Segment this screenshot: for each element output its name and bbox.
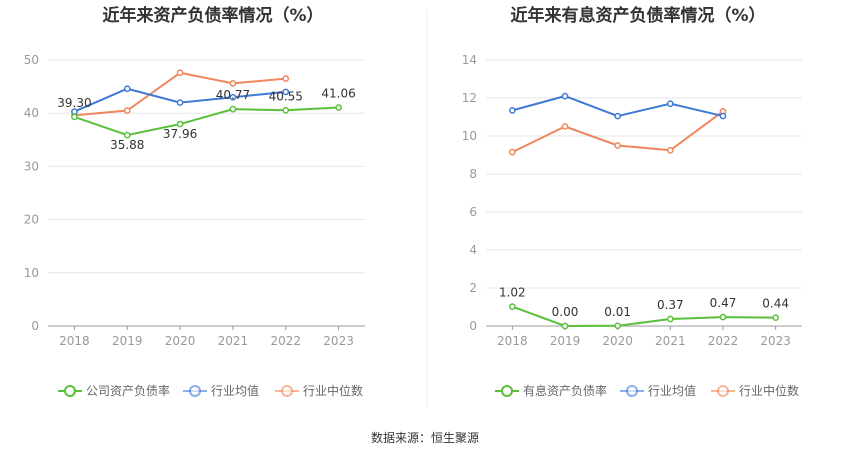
- data-label: 0.37: [657, 298, 684, 312]
- data-label: 39.30: [57, 96, 91, 110]
- x-tick-label: 2020: [602, 334, 633, 348]
- data-point-industry_avg: [123, 85, 131, 93]
- data-point-industry_avg: [508, 107, 516, 114]
- chart-panel-2: 近年来有息资产负债率情况（%） 0 2 4 6 8 10 12 14 2018 2019 2020 20…: [462, 5, 802, 398]
- series-line-company: [74, 106, 339, 137]
- data-label: 37.96: [163, 127, 197, 141]
- y-tick-label: 2: [469, 281, 477, 295]
- data-point-industry_median: [561, 123, 569, 130]
- data-point-company: [229, 105, 237, 113]
- data-label: 41.06: [321, 87, 355, 101]
- data-label: 0.44: [762, 297, 789, 311]
- data-label: 1.02: [499, 286, 526, 300]
- y-tick-label: 0: [469, 319, 477, 333]
- data-point-industry_avg: [282, 88, 290, 96]
- data-point-industry_median: [176, 69, 184, 77]
- x-tick-label: 2020: [165, 334, 196, 348]
- y-tick-label: 6: [469, 205, 477, 219]
- series-line-company: [511, 305, 776, 328]
- data-point-industry_median: [508, 148, 516, 156]
- data-point-company: [71, 113, 78, 121]
- legend-item-industry_avg[interactable]: 行业均值: [620, 383, 696, 398]
- y-tick-label: 10: [24, 266, 39, 280]
- data-point-industry_median: [282, 75, 290, 82]
- legend-label: 行业均值: [648, 383, 696, 398]
- legend-marker-icon: [64, 385, 76, 397]
- y-tick-label: 40: [24, 106, 39, 120]
- y-tick-label: 14: [462, 53, 477, 67]
- data-label: 0.00: [552, 305, 579, 319]
- y-tick-label: 8: [469, 167, 477, 181]
- data-point-company: [176, 120, 184, 128]
- data-point-company: [772, 314, 780, 321]
- legend-item-industry_avg[interactable]: 行业均值: [183, 383, 259, 398]
- x-tick-label: 2019: [550, 334, 581, 348]
- y-tick-label: 4: [469, 243, 477, 257]
- x-tick-label: 2021: [655, 334, 686, 348]
- data-point-company: [335, 104, 342, 111]
- chart-title: 近年来资产负债率情况（%）: [102, 5, 323, 26]
- y-tick-label: 0: [31, 319, 39, 333]
- y-tick-label: 50: [24, 53, 39, 67]
- x-tick-label: 2021: [218, 334, 249, 348]
- legend-label: 行业中位数: [739, 383, 799, 398]
- data-point-industry_avg: [561, 92, 569, 100]
- legend-marker-icon: [717, 385, 729, 397]
- x-tick-label: 2023: [760, 334, 791, 348]
- data-point-industry_median: [229, 80, 237, 87]
- data-point-industry_avg: [614, 112, 622, 120]
- data-source-label: 数据来源：恒生聚源: [371, 430, 479, 445]
- y-tick-label: 20: [24, 213, 39, 227]
- y-tick-label: 12: [462, 91, 477, 105]
- legend-marker-icon: [501, 385, 513, 397]
- data-point-industry_avg: [176, 99, 184, 106]
- x-tick-label: 2018: [497, 334, 528, 348]
- legend-label: 公司资产负债率: [86, 383, 170, 398]
- data-point-industry_avg: [719, 112, 727, 120]
- legend-item-industry_median[interactable]: 行业中位数: [275, 383, 363, 398]
- legend-label: 有息资产负债率: [523, 383, 607, 398]
- legend-label: 行业中位数: [303, 383, 363, 398]
- legend-marker-icon: [626, 385, 638, 397]
- data-point-company: [719, 313, 727, 321]
- x-tick-label: 2022: [270, 334, 301, 348]
- chart-title: 近年来有息资产负债率情况（%）: [510, 5, 765, 26]
- y-tick-label: 30: [24, 159, 39, 173]
- legend-marker-icon: [189, 385, 201, 397]
- data-label: 35.88: [110, 138, 144, 152]
- data-point-company: [282, 106, 290, 114]
- y-tick-label: 10: [462, 129, 477, 143]
- data-label: 40.55: [269, 89, 303, 103]
- data-label: 40.77: [216, 88, 250, 102]
- data-point-company: [508, 303, 516, 310]
- data-point-industry_avg: [666, 100, 674, 108]
- legend-item-company[interactable]: 公司资产负债率: [58, 383, 170, 398]
- x-tick-label: 2022: [708, 334, 739, 348]
- data-point-company: [123, 131, 131, 139]
- x-tick-label: 2018: [59, 334, 90, 348]
- data-label: 0.47: [710, 296, 737, 310]
- legend-item-company[interactable]: 有息资产负债率: [495, 383, 607, 398]
- legend-marker-icon: [281, 385, 293, 397]
- data-point-industry_median: [614, 142, 622, 149]
- data-point-company: [666, 315, 674, 323]
- x-tick-label: 2023: [323, 334, 354, 348]
- data-point-company: [614, 322, 622, 330]
- chart-panel-1: 近年来资产负债率情况（%） 0 10 20 30 40 50 2018 2019 2020 2021…: [24, 5, 365, 398]
- x-tick-label: 2019: [112, 334, 143, 348]
- legend-label: 行业均值: [211, 383, 259, 398]
- legend-item-industry_median[interactable]: 行业中位数: [711, 383, 799, 398]
- data-point-company: [561, 322, 569, 330]
- data-point-industry_median: [123, 107, 131, 114]
- data-point-industry_median: [666, 146, 674, 154]
- data-point-industry_avg: [229, 93, 237, 101]
- data-label: 0.01: [604, 305, 631, 319]
